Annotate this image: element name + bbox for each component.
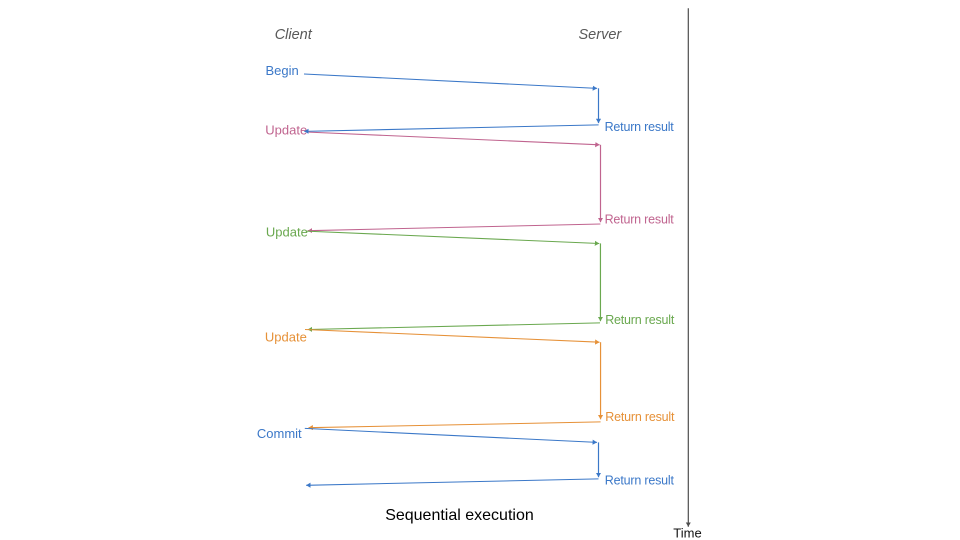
svg-text:Return result: Return result <box>605 313 675 327</box>
svg-text:Commit: Commit <box>257 426 302 441</box>
svg-text:Update: Update <box>266 225 308 240</box>
svg-text:Return result: Return result <box>605 212 675 226</box>
svg-text:Time: Time <box>673 526 701 540</box>
svg-text:Return result: Return result <box>605 120 675 134</box>
svg-text:Sequential execution: Sequential execution <box>385 507 534 524</box>
svg-text:Update: Update <box>265 330 307 345</box>
svg-text:Begin: Begin <box>266 63 299 78</box>
svg-text:Client: Client <box>275 27 313 43</box>
svg-text:Update: Update <box>265 122 307 137</box>
svg-text:Return result: Return result <box>605 410 675 424</box>
svg-text:Return result: Return result <box>605 474 675 488</box>
svg-text:Server: Server <box>579 27 623 43</box>
